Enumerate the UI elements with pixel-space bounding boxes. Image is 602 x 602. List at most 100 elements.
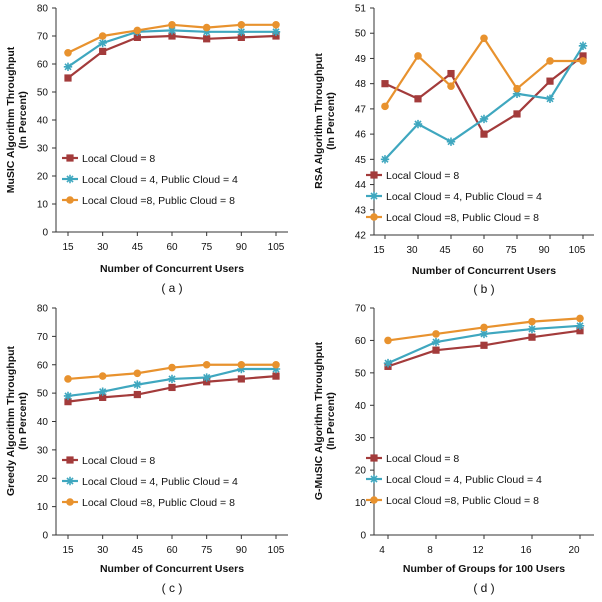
chart-1-series-1-point xyxy=(479,114,489,124)
chart-3: 0 10 20 30 40 50 60 70 4 8 12 16 20 G-MuSIC Algorithm… xyxy=(313,304,594,595)
chart-0-x-axis-title: Number of Concurrent Users xyxy=(100,263,244,275)
chart-3-series-0-point xyxy=(576,327,584,335)
chart-0-series-0-point xyxy=(133,33,141,41)
chart-1-legend-swatch-marker xyxy=(369,191,379,201)
chart-1-ytick-label: 46 xyxy=(355,130,367,141)
chart-0-series-2-point xyxy=(64,49,72,57)
chart-0-caption: ( a ) xyxy=(161,281,182,295)
chart-0-series-2-point xyxy=(168,21,176,29)
chart-0-series-0-point xyxy=(237,33,245,41)
chart-0-series-2-point xyxy=(272,21,280,29)
chart-0-series-1-point xyxy=(63,62,73,71)
chart-1-ytick-label: 43 xyxy=(355,205,367,216)
chart-3-series-0-point xyxy=(432,346,440,354)
chart-3-y-axis-title: G-MuSIC Algorithm Throughput(In Percent) xyxy=(313,341,337,500)
chart-2-legend-swatch-marker xyxy=(66,456,74,464)
chart-1-series-2 xyxy=(381,34,587,111)
chart-0: 0 10 20 30 40 50 60 70 80 15 30 45 60 75 90 105 MuSIC Al… xyxy=(5,4,288,295)
chart-0-xtick-label: 75 xyxy=(201,242,213,253)
chart-2-series-1-point xyxy=(133,380,142,389)
chart-0-y-axis-title-line: (In Percent) xyxy=(17,91,29,149)
chart-0-series-1-point xyxy=(98,38,107,48)
chart-0-series-0-point xyxy=(168,32,176,40)
chart-3-x-axis-title: Number of Groups for 100 Users xyxy=(403,563,565,575)
chart-2-xtick-label: 105 xyxy=(268,545,285,556)
chart-2-caption: ( c ) xyxy=(162,581,183,595)
chart-0-y-axis-title: MuSIC Algorithm Throughput(In Percent) xyxy=(5,46,29,193)
chart-3-series-2-point xyxy=(576,314,584,323)
chart-2-ytick-label: 10 xyxy=(37,502,49,513)
chart-1-series-0-point xyxy=(447,69,455,78)
chart-0-series-1 xyxy=(63,26,281,71)
chart-0-ytick-label: 20 xyxy=(37,172,49,183)
chart-3-series-2-point xyxy=(528,317,536,326)
chart-3-y-axis-title-line: (In Percent) xyxy=(325,392,337,450)
chart-2-series-0-point xyxy=(133,390,141,399)
chart-0-series-2-point xyxy=(133,26,142,35)
chart-1-ytick-label: 50 xyxy=(355,29,367,40)
chart-3-series-1-point xyxy=(575,321,585,331)
chart-2-series-0-point xyxy=(168,383,176,392)
chart-3-series-2-point xyxy=(384,336,392,345)
chart-1-series-0-point xyxy=(513,110,521,118)
chart-1-series-2-point xyxy=(381,102,389,111)
chart-0-series-2 xyxy=(64,21,280,57)
chart-1-series-1-point xyxy=(578,41,588,51)
chart-3-series-2 xyxy=(384,314,584,345)
chart-2-series-0-point xyxy=(237,375,245,383)
chart-3-xtick-label: 4 xyxy=(379,545,385,556)
chart-3-ytick-label: 70 xyxy=(355,304,367,315)
chart-2-series-2-point xyxy=(133,369,142,378)
chart-1-ytick-label: 45 xyxy=(355,155,367,166)
chart-0-xtick-label: 105 xyxy=(268,242,285,253)
chart-2-series-0-point xyxy=(203,378,211,386)
chart-1-legend-label: Local Cloud = 8 xyxy=(386,170,459,182)
chart-2-series-0-point xyxy=(272,372,280,380)
chart-1-series-0-point xyxy=(480,130,488,138)
chart-0-legend-swatch-marker xyxy=(66,196,74,204)
chart-0-ytick-label: 70 xyxy=(37,32,49,43)
chart-2-y-axis-title-line: Greedy Algorithm Throughput xyxy=(5,345,17,496)
chart-2-series-2-point xyxy=(202,360,211,369)
chart-3-caption: ( d ) xyxy=(473,581,494,595)
chart-1-xtick-label: 45 xyxy=(439,245,451,256)
chart-2-series-0-point xyxy=(99,393,107,401)
chart-1-legend-label: Local Cloud =8, Public Cloud = 8 xyxy=(386,212,539,224)
chart-0-legend-label: Local Cloud = 4, Public Cloud = 4 xyxy=(82,174,238,186)
chart-3-series-1-point xyxy=(527,324,537,334)
chart-0-series-1-point xyxy=(167,26,177,35)
chart-2-ytick-label: 80 xyxy=(37,304,49,315)
chart-3-legend-label: Local Cloud = 4, Public Cloud = 4 xyxy=(386,474,542,486)
chart-2-xtick-label: 60 xyxy=(166,545,178,556)
chart-2-xtick-label: 15 xyxy=(62,545,74,556)
chart-2-series-1-point xyxy=(237,364,246,374)
chart-0-series-2-point xyxy=(98,32,107,40)
chart-3-xtick-label: 12 xyxy=(472,545,484,556)
chart-0-series-0-point xyxy=(203,35,211,43)
chart-3-xtick-label: 20 xyxy=(568,545,580,556)
chart-2-series-2 xyxy=(64,360,280,383)
chart-2-legend-label: Local Cloud =8, Public Cloud = 8 xyxy=(82,497,235,509)
chart-2-x-axis-title: Number of Concurrent Users xyxy=(100,563,244,575)
chart-1-series-2-point xyxy=(546,57,554,65)
chart-1-xtick-label: 90 xyxy=(538,245,550,256)
chart-1-y-axis-title: RSA Algorithm Throughput(In Percent) xyxy=(313,53,337,189)
chart-1-legend: Local Cloud = 8 Local Cloud = 4, Public C… xyxy=(366,170,542,224)
chart-2-series-2-point xyxy=(98,372,107,380)
chart-1-xtick-label: 30 xyxy=(406,245,418,256)
chart-1-caption: ( b ) xyxy=(473,282,494,296)
chart-1-y-axis-title-line: RSA Algorithm Throughput xyxy=(313,53,325,189)
chart-2-y-axis-title: Greedy Algorithm Throughput(In Percent) xyxy=(5,345,29,496)
chart-1: 42 43 44 45 46 47 48 49 50 51 15 30 45 60 75 90 105 RSA A… xyxy=(313,4,594,296)
chart-2-legend: Local Cloud = 8 Local Cloud = 4, Public C… xyxy=(62,455,238,509)
chart-3-xtick-label: 16 xyxy=(520,545,532,556)
chart-1-series-1-point xyxy=(413,119,423,129)
chart-0-ytick-label: 50 xyxy=(37,88,49,99)
chart-2-series-2-point xyxy=(168,363,176,372)
chart-0-ytick-label: 80 xyxy=(37,4,49,15)
chart-1-series-2-point xyxy=(447,82,455,90)
chart-2-xtick-label: 90 xyxy=(236,545,248,556)
chart-0-series-0-point xyxy=(64,74,72,82)
chart-0-legend-label: Local Cloud =8, Public Cloud = 8 xyxy=(82,195,235,207)
